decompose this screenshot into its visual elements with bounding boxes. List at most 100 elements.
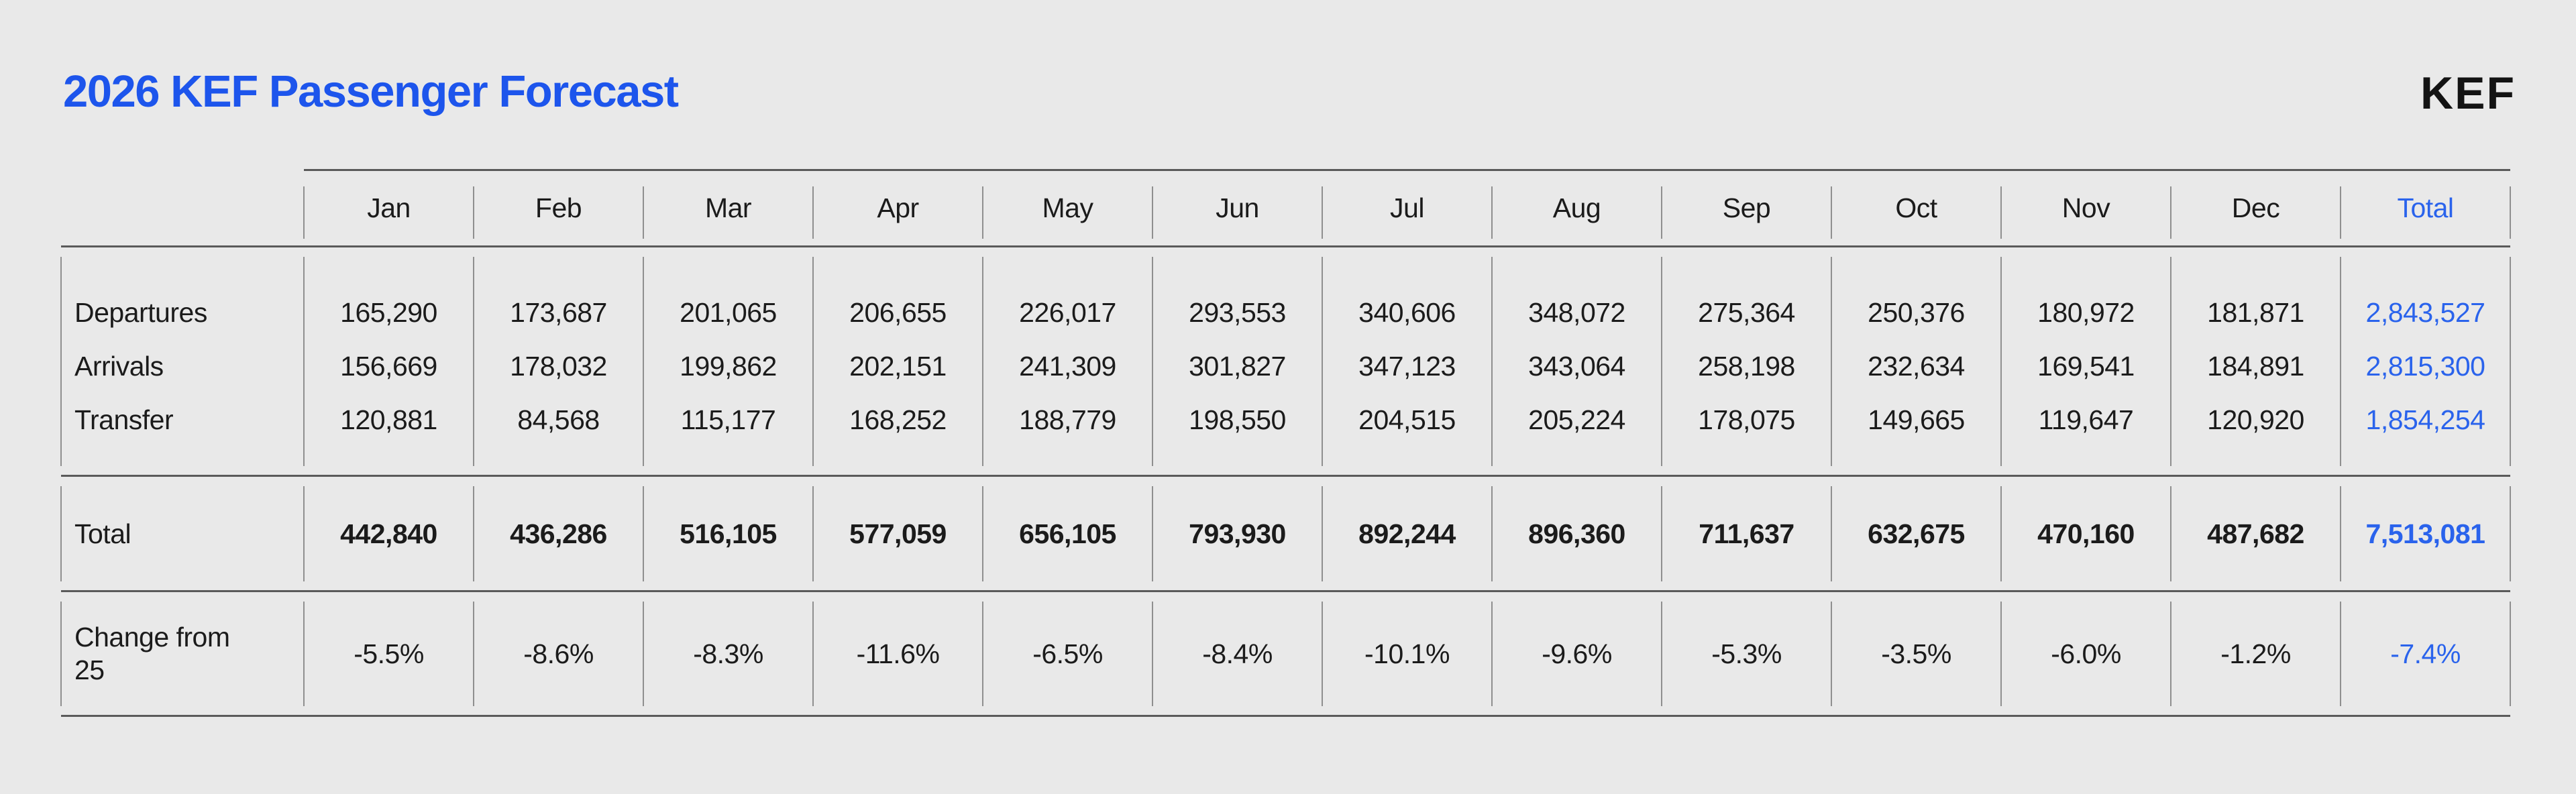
data-cell: 178,075 — [1698, 404, 1795, 435]
row-labels-column: Departures Arrivals Transfer — [60, 247, 304, 476]
data-cell: 115,177 — [680, 404, 776, 435]
data-cell: 206,655 — [849, 296, 947, 328]
data-cell: 198,550 — [1189, 404, 1286, 435]
data-cell: 181,871 — [2207, 296, 2304, 328]
change-row-label-text: Change from 25 — [74, 621, 230, 685]
change-total-cell: -7.4% — [2340, 591, 2511, 716]
month-header: Aug — [1491, 169, 1662, 247]
total-row-label: Total — [60, 476, 304, 591]
rule-below-total — [61, 590, 2510, 592]
row-label-departures: Departures — [74, 296, 207, 328]
change-row-label: Change from 25 — [60, 591, 304, 716]
data-cell: 120,920 — [2207, 404, 2304, 435]
data-column-apr: 206,655 202,151 168,252 — [812, 247, 983, 476]
data-cell: 275,364 — [1698, 296, 1795, 328]
total-cell: 793,930 — [1152, 476, 1322, 591]
data-cell: 258,198 — [1698, 350, 1795, 382]
data-column-nov: 180,972 169,541 119,647 — [2000, 247, 2171, 476]
change-cell: -8.6% — [473, 591, 643, 716]
change-cell: -5.5% — [303, 591, 474, 716]
total-cell: 577,059 — [812, 476, 983, 591]
month-header: Mar — [643, 169, 813, 247]
total-cell: 711,637 — [1661, 476, 1831, 591]
data-cell: 340,606 — [1358, 296, 1456, 328]
total-cell: 632,675 — [1831, 476, 2001, 591]
data-cell: 149,665 — [1868, 404, 1965, 435]
data-cell: 199,862 — [680, 350, 777, 382]
data-cell: 205,224 — [1528, 404, 1625, 435]
passenger-type-rows: Departures Arrivals Transfer 165,290 156… — [60, 247, 2511, 476]
data-cell: 84,568 — [517, 404, 600, 435]
change-row: Change from 25 -5.5% -8.6% -8.3% -11.6% … — [60, 591, 2511, 716]
page-title: 2026 KEF Passenger Forecast — [63, 66, 679, 117]
month-header: Apr — [812, 169, 983, 247]
total-cell: 470,160 — [2000, 476, 2171, 591]
data-cell: 169,541 — [2037, 350, 2135, 382]
data-cell: 347,123 — [1358, 350, 1456, 382]
data-cell: 184,891 — [2207, 350, 2304, 382]
data-column-dec: 181,871 184,891 120,920 — [2170, 247, 2341, 476]
change-cell: -8.4% — [1152, 591, 1322, 716]
data-column-total: 2,843,527 2,815,300 1,854,254 — [2340, 247, 2511, 476]
month-header: Jul — [1322, 169, 1492, 247]
data-column-jun: 293,553 301,827 198,550 — [1152, 247, 1322, 476]
total-cell: 442,840 — [303, 476, 474, 591]
month-header: Dec — [2170, 169, 2341, 247]
data-column-jul: 340,606 347,123 204,515 — [1322, 247, 1492, 476]
total-cell: 487,682 — [2170, 476, 2341, 591]
data-cell: 250,376 — [1868, 296, 1965, 328]
data-cell: 168,252 — [849, 404, 947, 435]
change-cell: -3.5% — [1831, 591, 2001, 716]
data-cell: 119,647 — [2038, 404, 2134, 435]
row-total-arrivals: 2,815,300 — [2365, 350, 2485, 382]
total-row: Total 442,840 436,286 516,105 577,059 65… — [60, 476, 2511, 591]
data-cell: 188,779 — [1019, 404, 1116, 435]
total-cell: 516,105 — [643, 476, 813, 591]
change-cell: -10.1% — [1322, 591, 1492, 716]
data-column-sep: 275,364 258,198 178,075 — [1661, 247, 1831, 476]
data-column-jan: 165,290 156,669 120,881 — [303, 247, 474, 476]
month-header: Jun — [1152, 169, 1322, 247]
month-header: Feb — [473, 169, 643, 247]
total-cell: 436,286 — [473, 476, 643, 591]
data-column-mar: 201,065 199,862 115,177 — [643, 247, 813, 476]
data-cell: 226,017 — [1019, 296, 1116, 328]
row-total-departures: 2,843,527 — [2365, 296, 2485, 328]
change-cell: -6.5% — [982, 591, 1152, 716]
data-cell: 120,881 — [340, 404, 437, 435]
rule-bottom — [61, 715, 2510, 717]
data-cell: 165,290 — [340, 296, 437, 328]
data-cell: 180,972 — [2037, 296, 2135, 328]
total-cell: 892,244 — [1322, 476, 1492, 591]
data-cell: 173,687 — [510, 296, 607, 328]
row-label-transfer: Transfer — [74, 404, 174, 435]
month-header: Oct — [1831, 169, 2001, 247]
total-cell: 896,360 — [1491, 476, 1662, 591]
change-cell: -11.6% — [812, 591, 983, 716]
table-header-row: Jan Feb Mar Apr May Jun Jul Aug Sep Oct … — [61, 169, 2511, 247]
month-header: Nov — [2000, 169, 2171, 247]
rule-above-total — [61, 475, 2510, 477]
grand-total-cell: 7,513,081 — [2340, 476, 2511, 591]
kef-logo: KEF — [2420, 68, 2516, 119]
data-column-oct: 250,376 232,634 149,665 — [1831, 247, 2001, 476]
data-cell: 156,669 — [340, 350, 437, 382]
change-cell: -9.6% — [1491, 591, 1662, 716]
change-cell: -8.3% — [643, 591, 813, 716]
forecast-table: Jan Feb Mar Apr May Jun Jul Aug Sep Oct … — [60, 169, 2511, 718]
rule-header-top — [304, 169, 2510, 171]
data-cell: 202,151 — [849, 350, 947, 382]
month-header: Jan — [303, 169, 474, 247]
month-header: May — [982, 169, 1152, 247]
data-cell: 241,309 — [1019, 350, 1116, 382]
change-cell: -1.2% — [2170, 591, 2341, 716]
data-cell: 343,064 — [1528, 350, 1625, 382]
row-label-arrivals: Arrivals — [74, 350, 164, 382]
corner-cell — [61, 169, 304, 247]
rule-below-header — [61, 245, 2510, 247]
data-cell: 301,827 — [1189, 350, 1286, 382]
data-cell: 204,515 — [1358, 404, 1456, 435]
change-cell: -6.0% — [2000, 591, 2171, 716]
data-cell: 232,634 — [1868, 350, 1965, 382]
